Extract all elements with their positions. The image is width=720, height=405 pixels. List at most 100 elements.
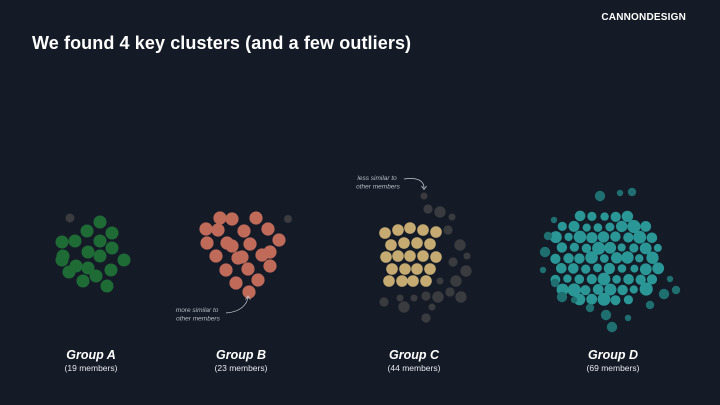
group-d-outlier: [616, 189, 624, 197]
group-c-member: [424, 263, 436, 275]
group-c-member: [392, 250, 404, 262]
group-d-member: [610, 211, 621, 222]
group-c-outlier: [421, 291, 431, 301]
group-d-outlier: [570, 296, 578, 304]
group-d-member: [592, 284, 604, 295]
annotation-more-similar-line1: more similar to: [176, 307, 219, 314]
group-b-member: [211, 223, 225, 237]
group-d-outlier: [645, 300, 655, 310]
group-b-member: [261, 222, 275, 236]
group-c-member: [392, 224, 404, 236]
group-a-member: [55, 253, 69, 267]
group-c-outlier: [454, 239, 466, 251]
group-d-member: [573, 293, 586, 306]
group-a-member: [105, 241, 119, 255]
group-d-member: [621, 210, 634, 223]
group-b-member: [272, 233, 286, 247]
group-d-outlier: [550, 216, 558, 224]
annotation-less-similar-line1: less similar to: [357, 175, 397, 182]
group-d-member: [563, 253, 574, 264]
group-c-label: Group C (44 members): [354, 348, 474, 373]
group-c-outlier: [423, 204, 433, 214]
group-d-member: [639, 263, 652, 276]
group-c-member: [417, 250, 429, 262]
group-d-member: [621, 251, 634, 264]
group-d-member: [586, 274, 597, 285]
group-d-member: [639, 282, 653, 296]
group-d-member: [646, 251, 659, 264]
group-d-member: [568, 220, 580, 232]
group-b-member: [241, 262, 255, 276]
group-d-member: [549, 231, 562, 244]
group-b-member: [263, 245, 277, 259]
annotation-less-similar: less similar to other members: [356, 175, 427, 191]
group-d-outlier: [606, 321, 618, 333]
cluster-group-b: [199, 211, 292, 299]
group-c-member: [407, 275, 419, 287]
group-d-label: Group D (69 members): [553, 348, 673, 373]
group-b-member: [235, 250, 249, 264]
group-d-outlier: [585, 303, 595, 313]
group-d-member: [604, 241, 617, 254]
group-b-member: [200, 236, 214, 250]
group-a-member: [81, 245, 95, 259]
group-d-member: [610, 252, 623, 264]
group-d-member: [587, 211, 597, 221]
group-d-member: [564, 232, 573, 242]
group-b-name: Group B: [216, 348, 266, 362]
group-b-member: [242, 285, 256, 299]
group-c-outlier: [421, 313, 431, 323]
group-d-member: [569, 242, 580, 252]
group-d-member: [582, 223, 591, 232]
group-d-outlier: [671, 285, 681, 295]
group-c-members: (44 members): [387, 363, 441, 373]
group-a-member: [100, 279, 114, 293]
group-a-members: (19 members): [64, 363, 118, 373]
group-c-member: [399, 263, 411, 275]
group-d-member: [639, 242, 652, 255]
group-c-outlier: [436, 277, 444, 285]
group-d-member: [629, 285, 638, 294]
group-a-member: [80, 224, 94, 238]
annotation-less-similar-arrowhead: [421, 185, 427, 191]
group-d-member: [653, 243, 662, 252]
slide-title: We found 4 key clusters (and a few outli…: [32, 33, 412, 53]
group-d-member: [597, 231, 610, 243]
group-d-member: [568, 263, 579, 274]
svg-text:more similar to other: more similar to other members: [176, 307, 221, 323]
group-d-member: [597, 292, 611, 306]
group-d-member: [604, 283, 617, 296]
group-d-member: [646, 232, 658, 244]
group-d-outlier: [627, 187, 637, 197]
group-c-outlier: [460, 265, 472, 277]
group-a-member: [55, 235, 69, 249]
group-d-outlier: [556, 291, 568, 303]
group-c-outlier: [434, 206, 446, 218]
group-c-outlier: [448, 257, 458, 267]
group-d-outlier: [543, 231, 553, 241]
group-d-member: [550, 253, 561, 264]
group-d-member: [574, 253, 585, 264]
group-b-member: [209, 249, 223, 263]
group-c-name: Group C: [389, 348, 439, 362]
cluster-group-a: [55, 213, 131, 293]
group-d-member: [585, 251, 598, 264]
group-d-member: [617, 284, 628, 296]
group-d-member: [646, 274, 658, 285]
group-c-outlier: [445, 287, 455, 297]
annotation-more-similar-arrow: [225, 296, 249, 314]
group-c-outlier: [428, 303, 436, 311]
group-d-member: [580, 285, 591, 296]
group-a-member: [76, 274, 90, 288]
group-c-member: [386, 263, 398, 275]
group-d-outlier: [624, 314, 632, 322]
group-c-member: [404, 250, 416, 262]
group-d-member: [623, 274, 634, 285]
group-a-member: [117, 253, 131, 267]
group-d-member: [630, 264, 639, 273]
group-b-member: [263, 259, 277, 273]
group-d-member: [593, 223, 603, 232]
group-c-outlier: [420, 192, 428, 200]
group-c-outlier: [443, 225, 453, 235]
